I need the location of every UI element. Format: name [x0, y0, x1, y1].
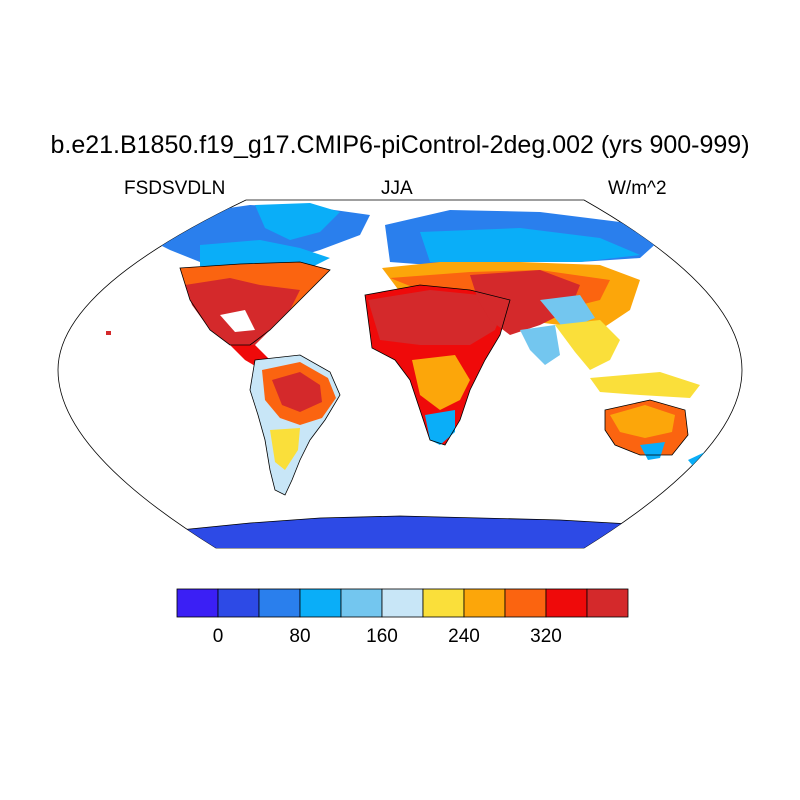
- coastlines: [179, 261, 689, 548]
- indonesia: [590, 372, 700, 398]
- colorbar-swatch: [422, 588, 465, 618]
- season-label: JJA: [381, 178, 413, 199]
- colorbar-tick-label: 80: [289, 626, 311, 647]
- colorbar-tick-label: 0: [212, 626, 224, 647]
- colorbar-swatch: [463, 588, 506, 618]
- map-title: b.e21.B1850.f19_g17.CMIP6-piControl-2deg…: [50, 131, 750, 159]
- colorbar-tick-label: 320: [530, 626, 562, 647]
- colorbar-swatch: [176, 588, 219, 618]
- colorbar-swatch: [586, 588, 629, 618]
- greenland: [255, 203, 340, 240]
- colorbar-swatch: [340, 588, 383, 618]
- arabia-heat: [470, 270, 580, 335]
- colorbar-swatch: [217, 588, 260, 618]
- colorbar-swatch: [545, 588, 588, 618]
- colorbar-swatch: [504, 588, 547, 618]
- colorbar-swatch: [258, 588, 301, 618]
- colorbar-tick-label: 240: [448, 626, 480, 647]
- colorbar: [176, 588, 629, 618]
- units-label: W/m^2: [608, 178, 667, 199]
- colorbar-swatch: [381, 588, 424, 618]
- antarctica: [150, 516, 660, 548]
- land-fill: [106, 203, 715, 548]
- variable-label: FSDSVDLN: [124, 178, 226, 199]
- colorbar-tick-label: 160: [366, 626, 398, 647]
- colorbar-swatch: [299, 588, 342, 618]
